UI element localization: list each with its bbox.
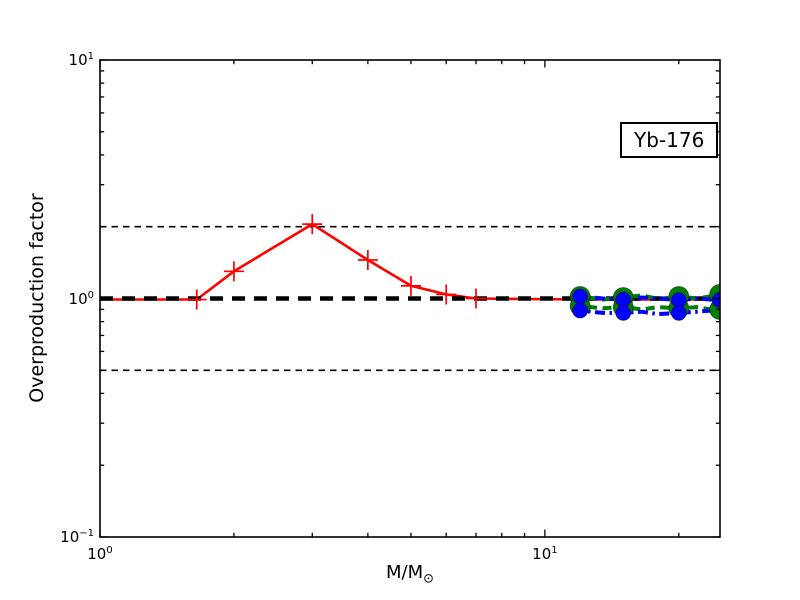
x-tick-label-10e1: 101 — [532, 545, 558, 563]
series-massive-blue-lower-markers — [572, 302, 687, 321]
series-massive-blue-upper-line — [573, 294, 720, 303]
sun-symbol: ⊙ — [423, 571, 435, 587]
plus-marker — [302, 214, 323, 235]
isotope-label-box: Yb-176 — [620, 122, 719, 158]
plus-marker — [357, 250, 378, 271]
plot-frame — [99, 59, 721, 538]
circle-marker — [670, 305, 687, 321]
y-tick-label-10e−1: 10−1 — [60, 528, 94, 546]
x-axis-label: M/M⊙ — [386, 562, 434, 587]
plot-area — [100, 214, 720, 372]
circle-marker — [572, 302, 589, 319]
circle-marker — [572, 288, 589, 305]
series-agb-low-mass-markers — [186, 214, 486, 310]
plus-marker — [186, 289, 207, 310]
plus-marker — [400, 275, 421, 296]
plus-marker — [436, 284, 457, 305]
circle-marker — [615, 305, 632, 321]
plus-marker — [465, 288, 486, 309]
y-tick-label-10e0: 100 — [68, 289, 94, 308]
x-tick-label-10e0: 100 — [87, 545, 113, 563]
series-massive-blue-lower-line — [573, 306, 720, 317]
y-tick-label-10e1: 101 — [68, 51, 94, 69]
y-axis-label: Overproduction factor — [26, 193, 48, 403]
x-axis-label-text: M/M — [385, 562, 424, 583]
plus-marker — [223, 261, 244, 282]
circle-marker — [615, 291, 632, 308]
series-massive-green-lower-line — [573, 304, 720, 312]
